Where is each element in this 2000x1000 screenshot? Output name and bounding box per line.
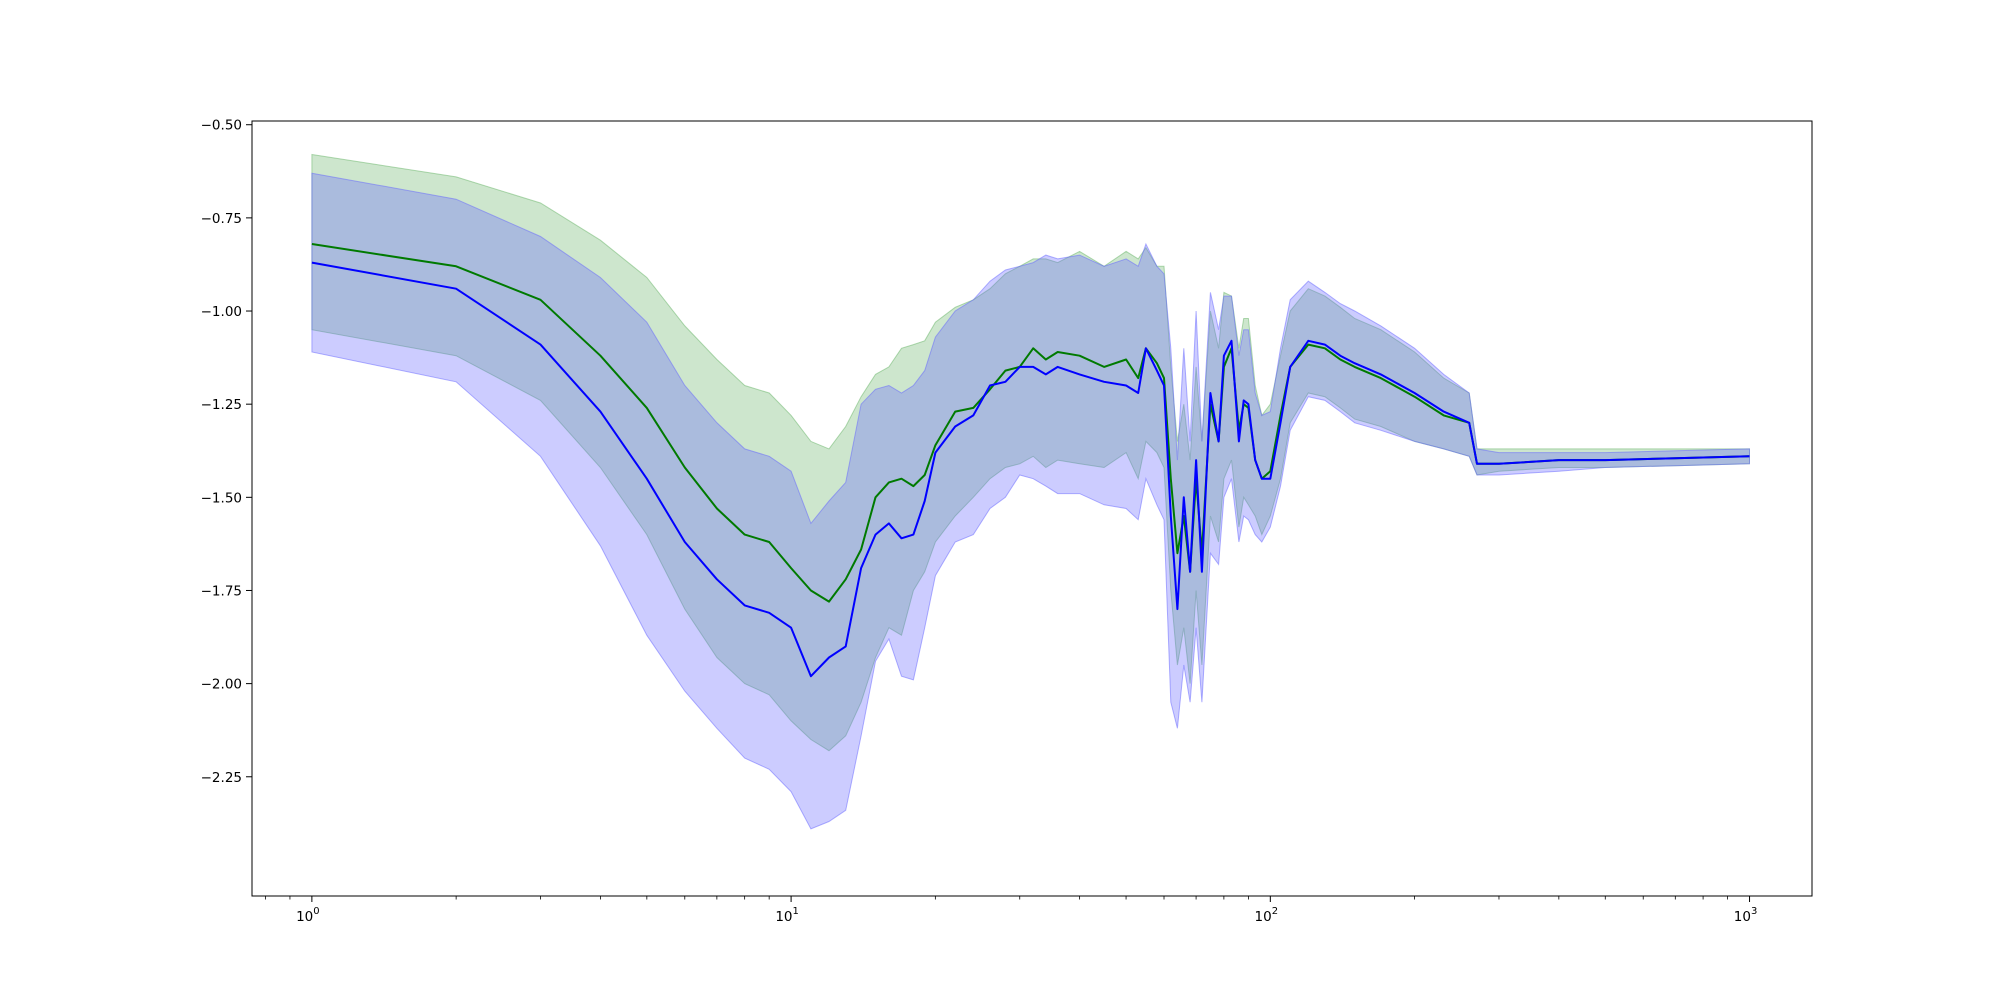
series-line-blue: [311, 261, 1750, 678]
x-tick-label: 102: [1255, 906, 1279, 925]
y-tick-label: −1.50: [201, 490, 242, 506]
y-axis: −0.50 −0.75 −1.00 −1.25 −1.50 −1.75 −2.00 −2.25: [201, 118, 252, 786]
x-tick-label: 100: [296, 906, 320, 925]
y-tick-label: −0.50: [201, 118, 242, 134]
series-lines: [311, 243, 1750, 678]
y-tick-label: −1.00: [201, 304, 242, 320]
x-tick-label: 101: [775, 906, 799, 925]
series-line-green: [311, 243, 1750, 603]
y-tick-label: −2.00: [201, 677, 242, 693]
plot-frame: [251, 120, 1813, 897]
y-tick-label: −1.25: [201, 397, 242, 413]
confidence-band-blue: [311, 172, 1750, 830]
y-tick-label: −1.75: [201, 583, 242, 599]
confidence-bands: [311, 153, 1750, 830]
x-axis: 100 101 102 103: [265, 896, 1757, 925]
y-tick-label: −0.75: [201, 211, 242, 227]
x-tick-label: 103: [1734, 906, 1758, 925]
y-tick-label: −2.25: [201, 770, 242, 786]
